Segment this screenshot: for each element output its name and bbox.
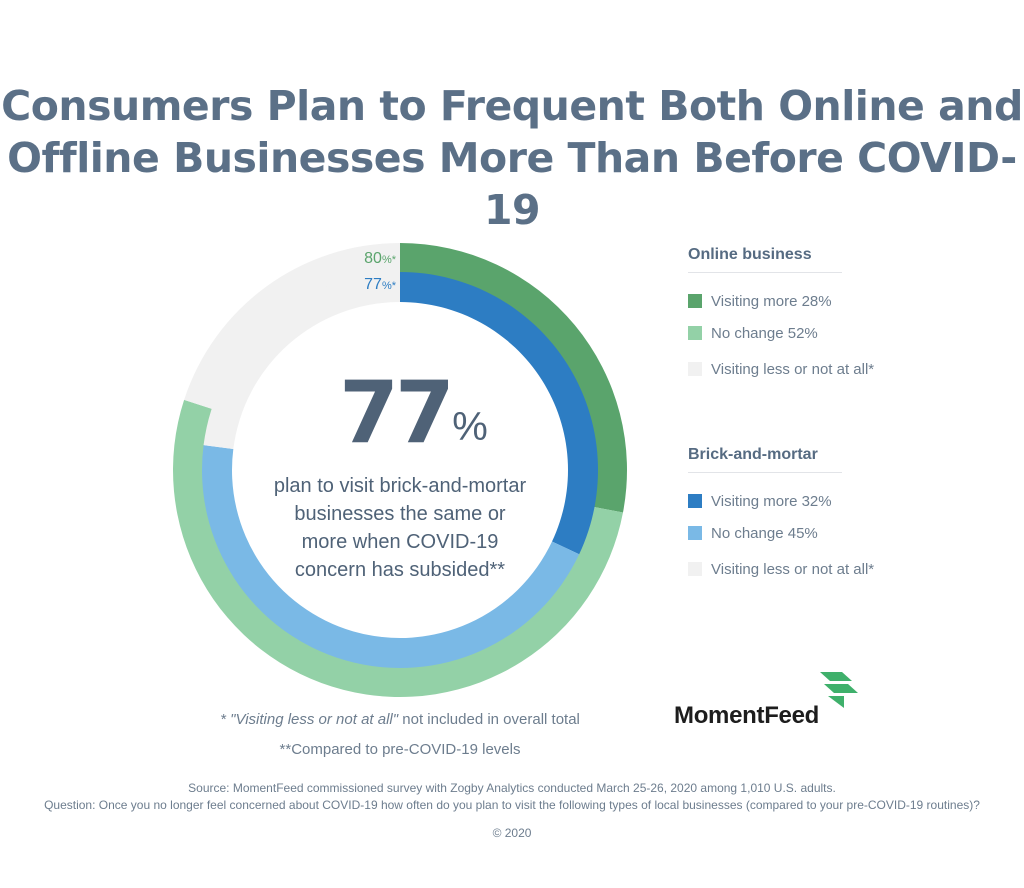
footnote-excluded: * "Visiting less or not at all" not incl…	[100, 711, 700, 728]
legend-online-label-2: No change 52%	[711, 324, 818, 342]
legend-online-item-2: No change 52%	[688, 323, 874, 343]
copyright: © 2020	[492, 826, 532, 840]
legend-brick-swatch-3	[688, 562, 702, 576]
center-big-number: 77	[339, 363, 451, 463]
footnote-excluded-italic: * "Visiting less or not at all"	[220, 711, 399, 728]
legend-brick-title: Brick-and-mortar	[688, 446, 842, 473]
source-line-1: Source: MomentFeed commissioned survey w…	[188, 781, 836, 795]
footnote-excluded-rest: not included in overall total	[398, 711, 580, 728]
legend-online-items: Visiting more 28% No change 52% Visiting l…	[688, 291, 874, 379]
inner-ring-total-percent: %*	[382, 280, 397, 292]
legend-brick-items: Visiting more 32% No change 45% Visiting l…	[688, 491, 874, 579]
legend-brick-swatch-2	[688, 526, 702, 540]
center-description-line-3: more when COVID-19	[302, 531, 499, 553]
donut-chart: 80%* 77%* 77 % plan to visit brick-and-m…	[173, 243, 628, 697]
footnote-compared: **Compared to pre-COVID-19 levels	[279, 741, 521, 758]
title-line-2: Offline Businesses More Than Before COVI…	[7, 134, 1017, 234]
inner-ring-total-number: 77	[364, 276, 382, 293]
legend-online-title: Online business	[688, 246, 842, 273]
legend-online-swatch-3	[688, 362, 702, 376]
center-description-line-1: plan to visit brick-and-mortar	[274, 475, 527, 497]
source-line-2: Question: Once you no longer feel concer…	[44, 798, 980, 812]
momentfeed-logo-mark-icon	[820, 672, 858, 708]
legend-brick-item-3: Visiting less or not at all*	[688, 559, 874, 579]
legend-online-item-3: Visiting less or not at all*	[688, 359, 874, 379]
legend-online-swatch-2	[688, 326, 702, 340]
donut-rings	[173, 243, 628, 697]
online-slice-visiting-less-or-not-at-all	[184, 243, 400, 410]
legend-brick-item-1: Visiting more 32%	[688, 491, 874, 511]
legend-brick: Brick-and-mortar Visiting more 32% No cha…	[688, 446, 874, 579]
center-big-unit: %	[452, 405, 488, 449]
brick-slice-visiting-less-or-not-at-all	[203, 272, 400, 449]
outer-ring-total-label: 80%*	[364, 250, 397, 267]
title-line-1: Consumers Plan to Frequent Both Online a…	[1, 82, 1023, 130]
outer-ring-total-percent: %*	[382, 254, 397, 266]
center-description-line-2: businesses the same or	[294, 503, 506, 525]
outer-ring-total-number: 80	[364, 250, 382, 267]
center-description: plan to visit brick-and-mortar businesses…	[274, 475, 527, 581]
inner-ring-total-label: 77%*	[364, 276, 397, 293]
legend-brick-swatch-1	[688, 494, 702, 508]
legend-brick-label-3: Visiting less or not at all*	[711, 560, 875, 578]
legend-brick-label-1: Visiting more 32%	[711, 492, 832, 510]
legend-online-swatch-1	[688, 294, 702, 308]
center-description-line-4: concern has subsided**	[295, 559, 505, 581]
chart-title: Consumers Plan to Frequent Both Online a…	[0, 80, 1024, 236]
legend-online: Online business Visiting more 28% No chan…	[688, 246, 874, 379]
online-slice-visiting-more	[400, 243, 628, 513]
momentfeed-logo: MomentFeed	[672, 672, 872, 732]
brick-slice-no-change	[201, 445, 580, 669]
legend-brick-item-2: No change 45%	[688, 523, 874, 543]
momentfeed-logo-text: MomentFeed	[674, 702, 820, 729]
source-note: Source: MomentFeed commissioned survey w…	[0, 780, 1024, 814]
legend-online-label-3: Visiting less or not at all*	[711, 360, 875, 378]
legend-online-item-1: Visiting more 28%	[688, 291, 874, 311]
legend-online-label-1: Visiting more 28%	[711, 292, 832, 310]
brick-slice-visiting-more	[400, 272, 598, 555]
legend-brick-label-2: No change 45%	[711, 524, 818, 542]
